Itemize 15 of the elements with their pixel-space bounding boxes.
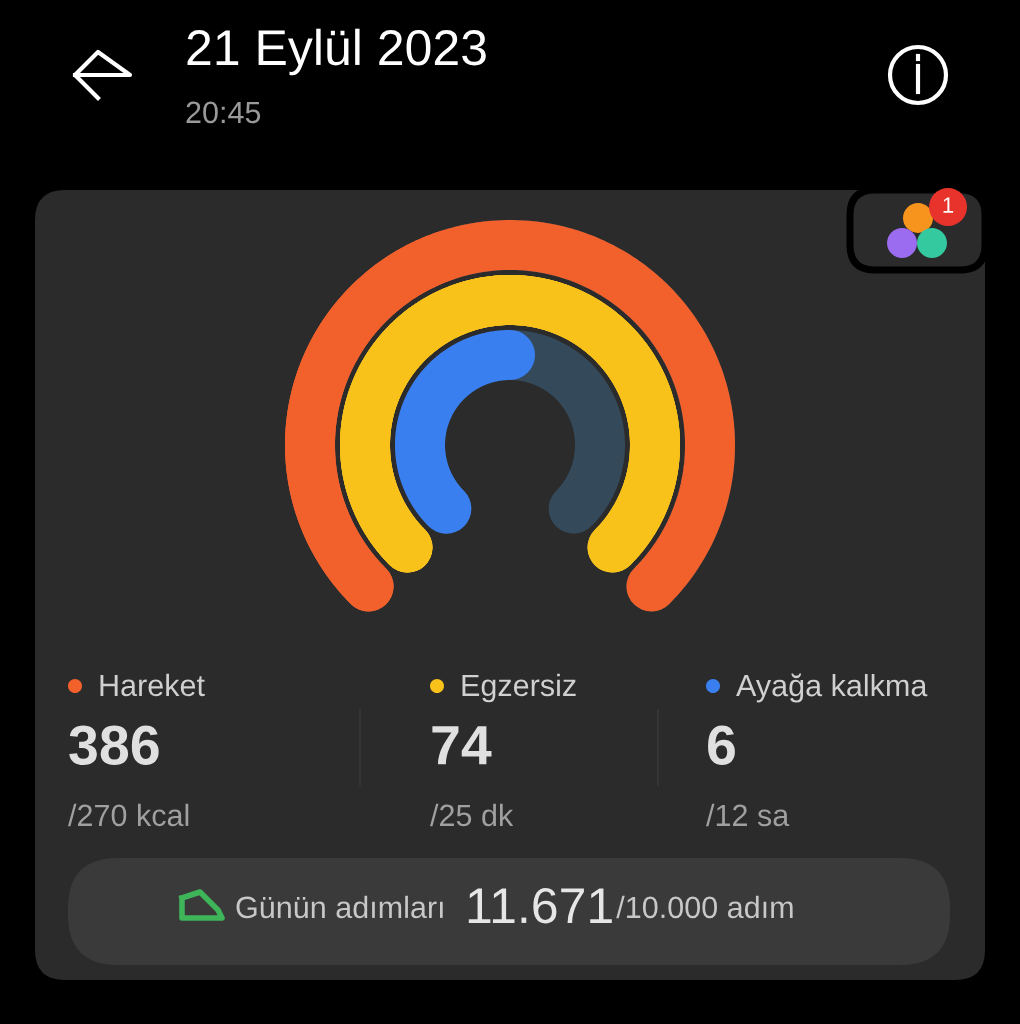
text: Günün adımları bbox=[236, 895, 443, 919]
data-label: 6 bbox=[708, 725, 735, 765]
data-label: /270 kcal bbox=[68, 803, 189, 827]
data-label: /25 dk bbox=[430, 803, 514, 827]
category-label: Ayağa kalkma bbox=[736, 673, 928, 703]
text: 21 Eylül 2023 bbox=[187, 28, 486, 76]
data-label: 74 bbox=[432, 726, 492, 765]
text: /10.000 adım bbox=[616, 895, 793, 919]
text: 20:45 bbox=[186, 101, 261, 124]
category-label: Egzersiz bbox=[462, 673, 576, 703]
category-label: Hareket bbox=[100, 673, 205, 697]
text: 1 bbox=[943, 197, 954, 213]
data-label: /12 sa bbox=[706, 803, 790, 827]
text: 11.671 bbox=[468, 888, 612, 924]
data-label: 386 bbox=[69, 725, 159, 765]
